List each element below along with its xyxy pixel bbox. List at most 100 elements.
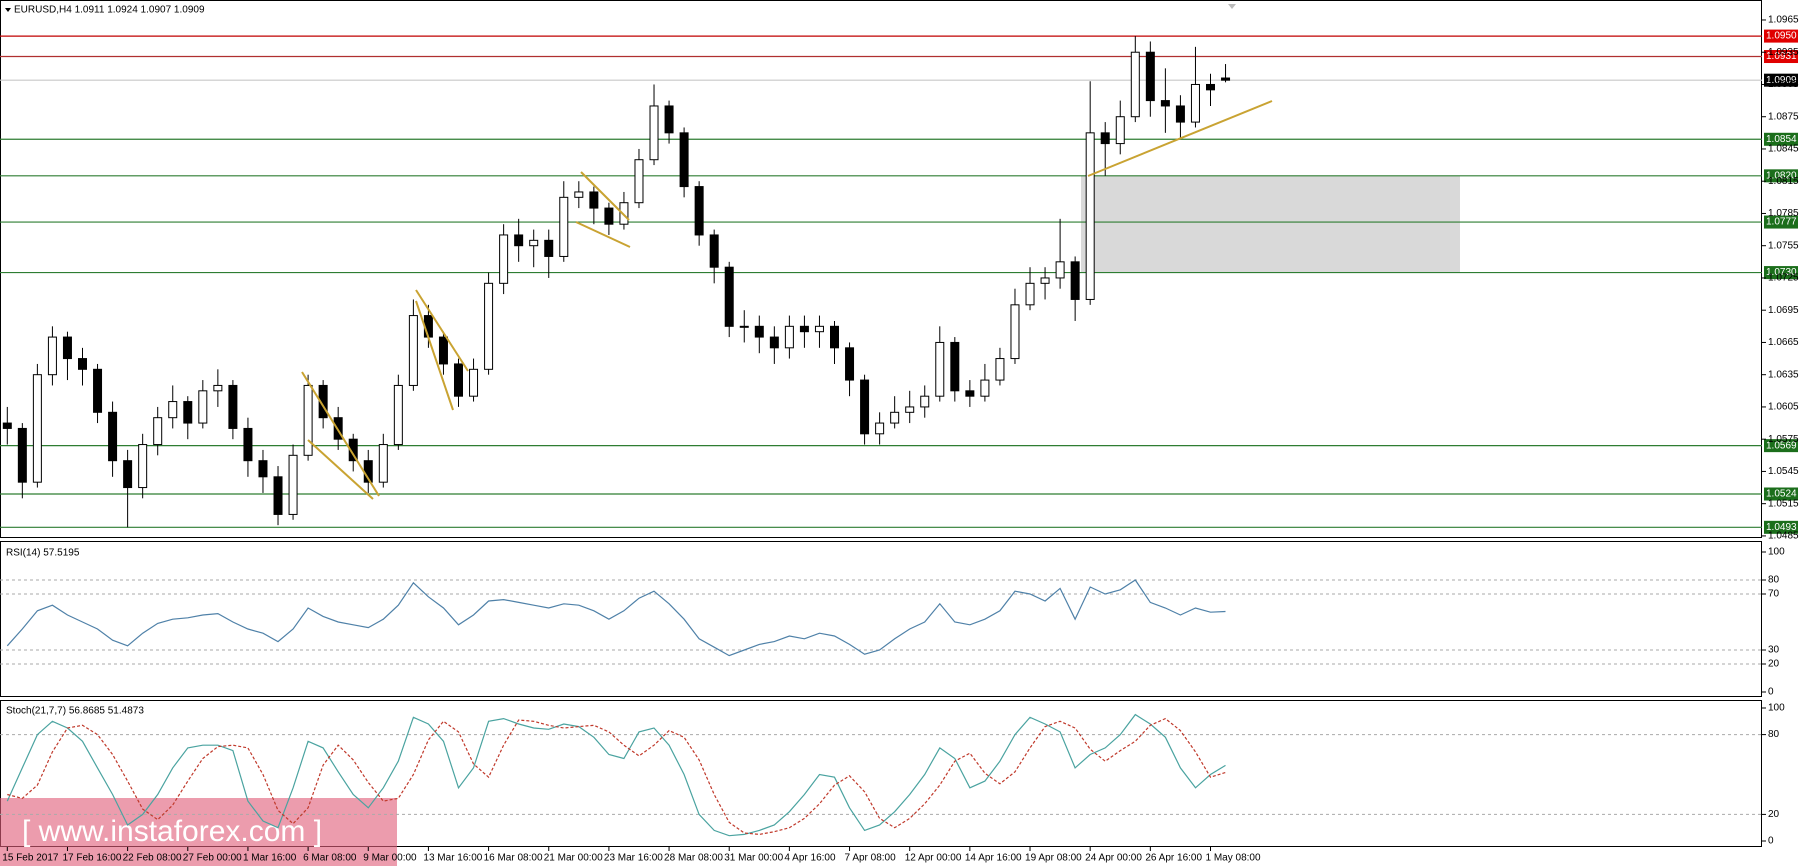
candle-body bbox=[198, 390, 208, 424]
y-tick-label: 1.0665 bbox=[1768, 337, 1799, 348]
y-tick-label: 1.0965 bbox=[1768, 15, 1799, 26]
y-tick-label: 1.0545 bbox=[1768, 466, 1799, 477]
indicator-line bbox=[6, 579, 1226, 657]
level-label: 1.0854 bbox=[1766, 134, 1797, 145]
candle-body bbox=[619, 202, 629, 225]
y-tick-label: 1.0575 bbox=[1768, 434, 1799, 445]
y-tick-label: 1.0635 bbox=[1768, 369, 1799, 380]
candle-body bbox=[1085, 132, 1095, 300]
candle-body bbox=[484, 282, 494, 370]
candle-body bbox=[679, 132, 689, 188]
trendline bbox=[415, 300, 454, 411]
y-tick-label: 70 bbox=[1768, 589, 1780, 600]
candle-body bbox=[1130, 51, 1140, 118]
candle-body bbox=[1070, 261, 1080, 300]
x-tick-label: 7 Apr 08:00 bbox=[845, 853, 897, 864]
candle-body bbox=[694, 186, 704, 236]
candle-body bbox=[258, 460, 268, 478]
level-label: 1.0820 bbox=[1766, 170, 1797, 181]
x-tick-label: 27 Feb 00:00 bbox=[183, 853, 242, 864]
candle-body bbox=[890, 411, 900, 424]
main-title: EURUSD,H4 1.0911 1.0924 1.0907 1.0909 bbox=[14, 5, 205, 16]
zone-layer bbox=[1081, 175, 1460, 273]
candle-body bbox=[649, 105, 659, 161]
candle-body bbox=[905, 406, 915, 413]
y-tick-label: 1.0485 bbox=[1768, 531, 1799, 542]
candle-body bbox=[604, 207, 614, 225]
level-label: 1.0730 bbox=[1766, 267, 1797, 278]
x-tick-label: 23 Mar 16:00 bbox=[604, 853, 663, 864]
candle-body bbox=[108, 411, 118, 462]
candle-body bbox=[589, 191, 599, 209]
watermark-box bbox=[0, 798, 397, 866]
level-label-box bbox=[1764, 169, 1798, 183]
candle-body bbox=[17, 427, 27, 483]
level-label: 1.0524 bbox=[1766, 489, 1797, 500]
candle-body bbox=[318, 384, 328, 419]
candle-body bbox=[62, 336, 72, 360]
level-label-box bbox=[1764, 132, 1798, 146]
candle-body bbox=[168, 401, 178, 419]
candle-layer bbox=[2, 36, 1231, 528]
candle-body bbox=[830, 325, 839, 349]
candle-body bbox=[93, 368, 103, 413]
x-tick-label: 28 Mar 08:00 bbox=[664, 853, 723, 864]
candle-body bbox=[875, 422, 885, 435]
x-tick-label: 31 Mar 00:00 bbox=[724, 853, 783, 864]
x-tick-label: 17 Feb 16:00 bbox=[62, 853, 121, 864]
candle-body bbox=[469, 368, 479, 397]
level-label-box bbox=[1764, 50, 1798, 64]
y-tick-label: 1.0815 bbox=[1768, 176, 1799, 187]
level-label-box bbox=[1764, 215, 1798, 229]
candle-body bbox=[499, 234, 509, 284]
candle-body bbox=[935, 341, 945, 397]
x-tick-label: 1 Mar 16:00 bbox=[243, 853, 297, 864]
x-tick-label: 6 Mar 08:00 bbox=[303, 853, 357, 864]
y-tick-label: 0 bbox=[1768, 687, 1774, 698]
level-label: 1.0950 bbox=[1766, 31, 1797, 42]
candle-body bbox=[1115, 116, 1125, 145]
shift-marker bbox=[1228, 4, 1236, 9]
trendline bbox=[301, 371, 380, 497]
x-tick-label: 13 Mar 16:00 bbox=[423, 853, 482, 864]
x-tick-label: 21 Mar 00:00 bbox=[544, 853, 603, 864]
y-tick-label: 20 bbox=[1768, 659, 1780, 670]
candle-body bbox=[799, 325, 809, 333]
x-tick-label: 24 Apr 00:00 bbox=[1085, 853, 1142, 864]
trendlines bbox=[301, 100, 1273, 500]
x-tick-label: 1 May 08:00 bbox=[1206, 853, 1261, 864]
x-tick-label: 19 Apr 08:00 bbox=[1025, 853, 1082, 864]
x-tick-label: 16 Mar 08:00 bbox=[484, 853, 543, 864]
level-label-box bbox=[1764, 520, 1798, 534]
candle-body bbox=[408, 315, 418, 386]
candle-body bbox=[1206, 83, 1215, 91]
candle-body bbox=[438, 336, 448, 365]
candle-body bbox=[1221, 77, 1231, 81]
y-tick-label: 1.0785 bbox=[1768, 208, 1799, 219]
level-label-box bbox=[1764, 487, 1798, 501]
trendline bbox=[575, 221, 631, 248]
label-layer: 1.09501.09311.09091.08541.08201.07771.07… bbox=[1764, 29, 1798, 534]
y-tick-label: 1.0725 bbox=[1768, 273, 1799, 284]
candle-body bbox=[1145, 51, 1155, 102]
indicator-line bbox=[6, 713, 1226, 837]
candle-body bbox=[454, 363, 463, 397]
candle-body bbox=[965, 390, 975, 397]
y-tick-label: 20 bbox=[1768, 809, 1780, 820]
y-tick-label: 0 bbox=[1768, 836, 1774, 847]
candle-body bbox=[1025, 282, 1035, 306]
candle-body bbox=[138, 444, 148, 489]
candle-body bbox=[2, 422, 12, 429]
candle-body bbox=[980, 379, 990, 397]
y-tick-label: 80 bbox=[1768, 575, 1780, 586]
x-tick-label: 26 Apr 16:00 bbox=[1145, 853, 1202, 864]
candle-body bbox=[243, 427, 253, 462]
level-label: 1.0493 bbox=[1766, 522, 1797, 533]
y-tick-label: 1.0935 bbox=[1768, 47, 1799, 58]
candle-body bbox=[153, 417, 163, 446]
y-tick-label: 100 bbox=[1768, 703, 1785, 714]
y-tick-label: 1.0845 bbox=[1768, 144, 1799, 155]
y-tick-label: 1.0905 bbox=[1768, 79, 1799, 90]
